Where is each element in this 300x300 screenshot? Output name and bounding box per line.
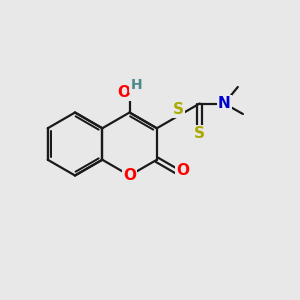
Text: S: S [173, 102, 184, 117]
Text: O: O [118, 85, 131, 100]
Text: N: N [218, 96, 231, 111]
Text: S: S [194, 126, 205, 141]
Text: O: O [176, 164, 189, 178]
Text: H: H [130, 78, 142, 92]
Text: O: O [123, 168, 136, 183]
